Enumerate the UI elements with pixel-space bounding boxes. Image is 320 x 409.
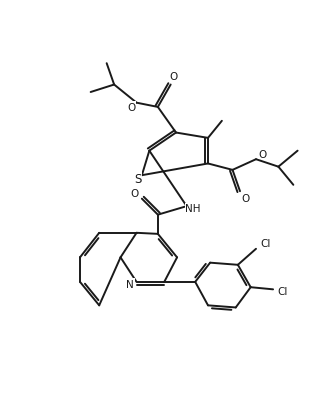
Text: O: O [170,72,178,82]
Text: O: O [130,189,139,199]
Text: N: N [126,279,134,289]
Text: NH: NH [185,204,201,214]
Text: O: O [127,103,135,112]
Text: O: O [258,150,267,160]
Text: O: O [241,193,250,203]
Text: S: S [134,173,141,185]
Text: Cl: Cl [260,239,271,249]
Text: Cl: Cl [277,287,288,297]
